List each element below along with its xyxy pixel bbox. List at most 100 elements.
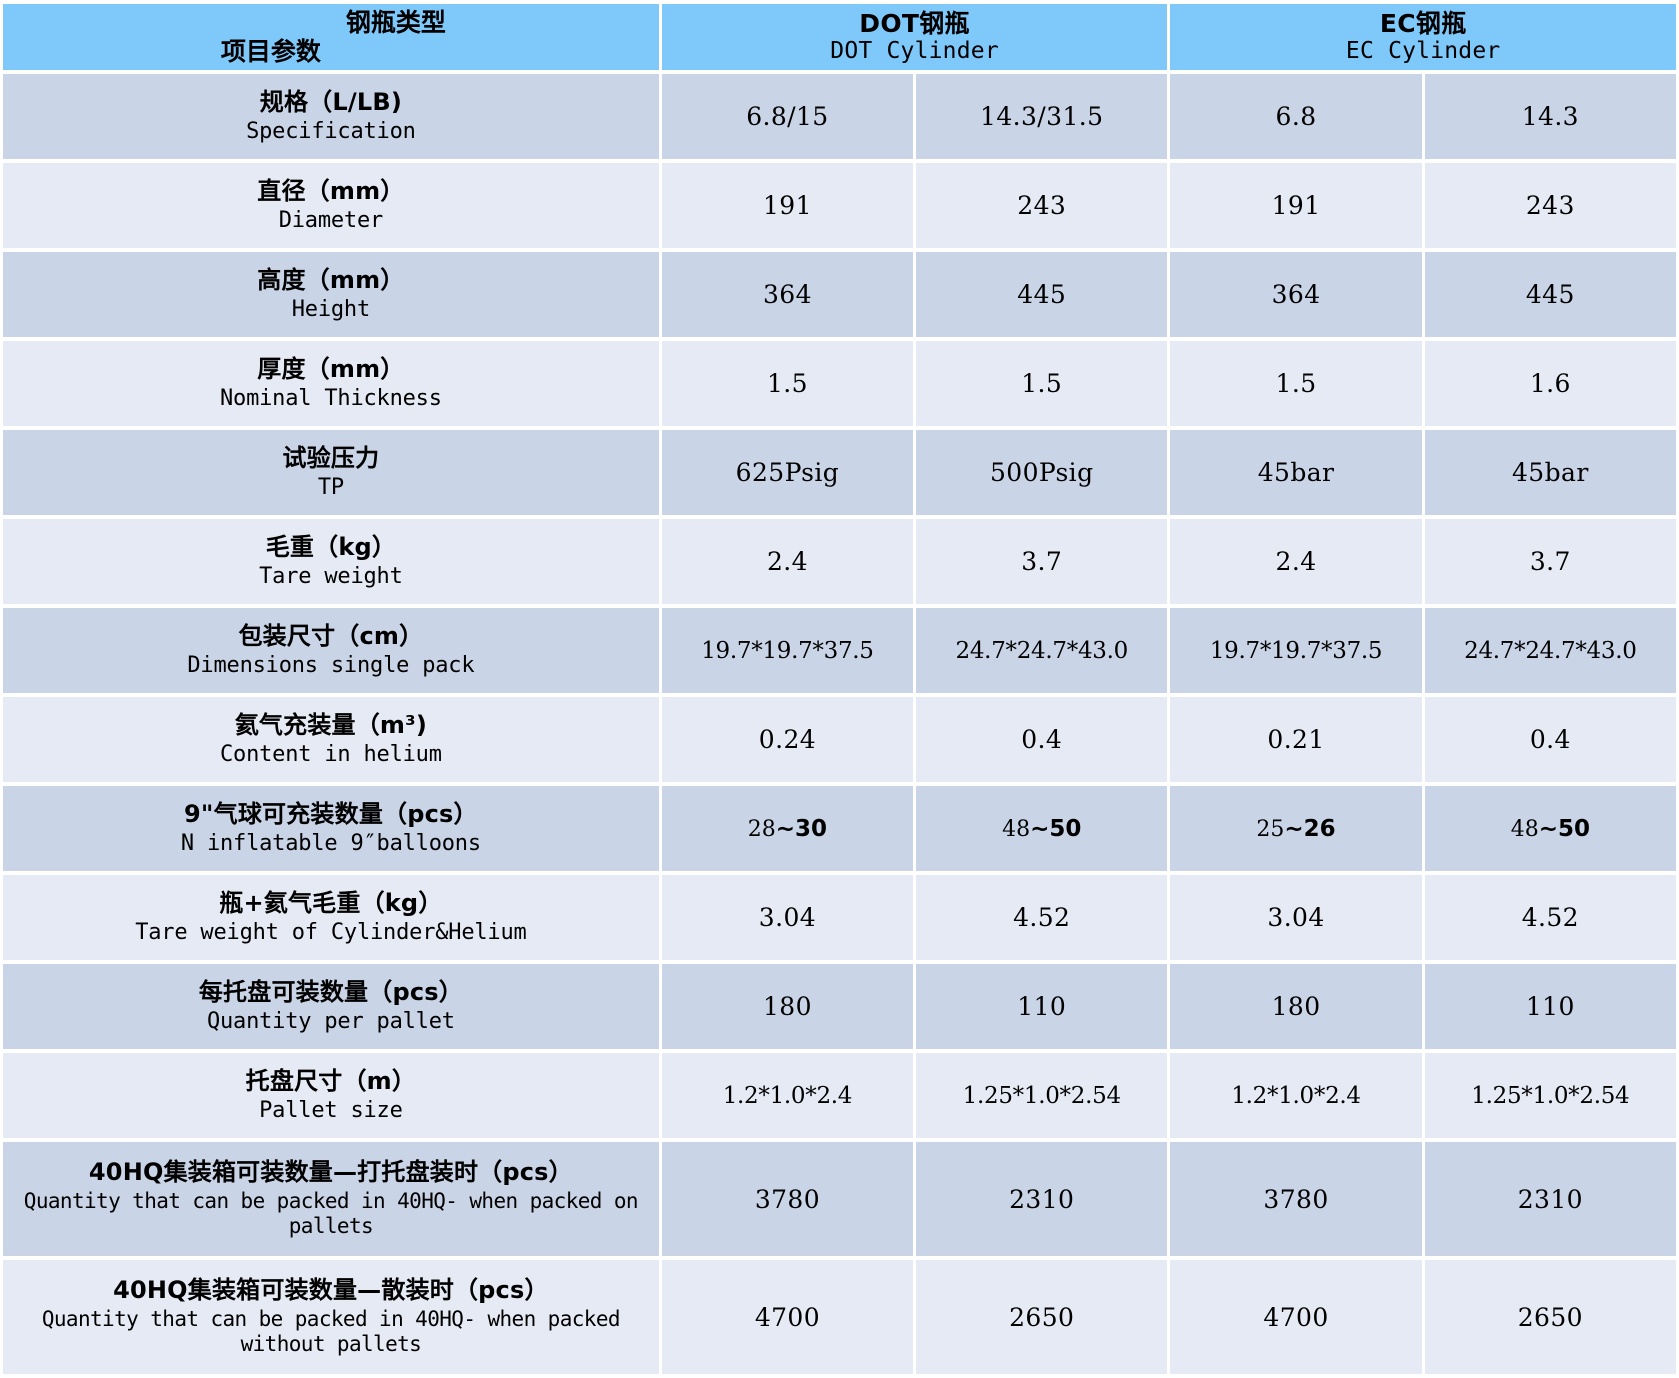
cell-value: 28~30	[661, 786, 914, 871]
table-row: 每托盘可装数量（pcs） Quantity per pallet 180 110 180…	[3, 964, 1676, 1049]
table-row: 高度（mm） Height 364 445 364 445	[3, 252, 1676, 337]
row-label: 高度（mm） Height	[3, 252, 659, 337]
cell-value: 4700	[1170, 1260, 1422, 1374]
cell-value: 364	[1170, 252, 1422, 337]
cell-value: 0.24	[661, 697, 914, 782]
cell-value: 0.4	[1424, 697, 1676, 782]
cell-value: 110	[1424, 964, 1676, 1049]
row-label: 氦气充装量（m³) Content in helium	[3, 697, 659, 782]
row-label-en: Specification	[246, 118, 416, 144]
cell-value: 4.52	[916, 875, 1168, 960]
table-row: 9"气球可充装数量（pcs） N inflatable 9″balloons 28~…	[3, 786, 1676, 871]
table-row: 40HQ集装箱可装数量—打托盘装时（pcs） Quantity that can …	[3, 1142, 1676, 1256]
cell-value: 625Psig	[661, 430, 914, 515]
cell-value: 6.8/15	[661, 74, 914, 159]
cell-value: 1.2*1.0*2.4	[1170, 1053, 1422, 1138]
cell-value: 45bar	[1424, 430, 1676, 515]
row-label-cn: 直径（mm）	[257, 176, 405, 205]
row-label-cn: 包装尺寸（cm）	[238, 621, 424, 650]
row-label-en: Dimensions single pack	[187, 652, 475, 678]
row-label: 试验压力 TP	[3, 430, 659, 515]
cell-value: 2.4	[1170, 519, 1422, 604]
cell-value: 48~50	[1424, 786, 1676, 871]
cell-value: 1.25*1.0*2.54	[916, 1053, 1168, 1138]
header-group-dot-en: DOT Cylinder	[830, 38, 999, 65]
cell-value: 2310	[916, 1142, 1168, 1256]
cell-value: 3.04	[661, 875, 914, 960]
table-row: 瓶+氦气毛重（kg） Tare weight of Cylinder&Helium…	[3, 875, 1676, 960]
cell-value: 0.4	[916, 697, 1168, 782]
row-label-cn: 毛重（kg）	[265, 532, 397, 561]
row-label-en: Tare weight	[259, 563, 403, 589]
row-label-en: Diameter	[278, 207, 384, 233]
cell-value: 0.21	[1170, 697, 1422, 782]
row-label: 40HQ集装箱可装数量—散装时（pcs） Quantity that can be…	[3, 1260, 659, 1374]
cell-value: 500Psig	[916, 430, 1168, 515]
header-group-dot-cn: DOT钢瓶	[859, 8, 970, 38]
row-label: 规格（L/LB) Specification	[3, 74, 659, 159]
row-label: 40HQ集装箱可装数量—打托盘装时（pcs） Quantity that can …	[3, 1142, 659, 1256]
table-row: 40HQ集装箱可装数量—散装时（pcs） Quantity that can be…	[3, 1260, 1676, 1374]
cell-value: 3.04	[1170, 875, 1422, 960]
row-label-en: Tare weight of Cylinder&Helium	[135, 919, 527, 945]
cell-value: 48~50	[916, 786, 1168, 871]
header-group-ec-en: EC Cylinder	[1345, 38, 1501, 65]
row-label-en: Quantity that can be packed in 40HQ- whe…	[23, 1189, 639, 1239]
header-label-column: 钢瓶类型 项目参数	[3, 4, 659, 70]
row-label-cn: 氦气充装量（m³)	[234, 710, 428, 739]
cell-value: 243	[916, 163, 1168, 248]
row-label: 毛重（kg） Tare weight	[3, 519, 659, 604]
header-group-ec-cn: EC钢瓶	[1379, 8, 1467, 38]
row-label-cn: 每托盘可装数量（pcs）	[198, 977, 463, 1006]
table-row: 厚度（mm） Nominal Thickness 1.5 1.5 1.5 1.6	[3, 341, 1676, 426]
cell-value: 45bar	[1170, 430, 1422, 515]
table-row: 托盘尺寸（m） Pallet size 1.2*1.0*2.4 1.25*1.0*2.…	[3, 1053, 1676, 1138]
row-label-cn: 40HQ集装箱可装数量—打托盘装时（pcs）	[88, 1158, 573, 1187]
cell-value: 1.5	[1170, 341, 1422, 426]
table-row: 包装尺寸（cm） Dimensions single pack 19.7*19.7*…	[3, 608, 1676, 693]
row-label-cn: 瓶+氦气毛重（kg）	[219, 888, 443, 917]
cell-value: 4700	[661, 1260, 914, 1374]
cell-value: 2650	[916, 1260, 1168, 1374]
header-group-dot: DOT钢瓶 DOT Cylinder	[661, 4, 1168, 70]
cell-value: 1.2*1.0*2.4	[661, 1053, 914, 1138]
header-label-line1: 钢瓶类型	[345, 7, 446, 37]
cell-value: 19.7*19.7*37.5	[661, 608, 914, 693]
row-label: 厚度（mm） Nominal Thickness	[3, 341, 659, 426]
row-label-cn: 规格（L/LB)	[259, 87, 402, 116]
cell-value: 180	[661, 964, 914, 1049]
cell-value: 110	[916, 964, 1168, 1049]
row-label-cn: 9"气球可充装数量（pcs）	[184, 799, 478, 828]
cell-value: 24.7*24.7*43.0	[1424, 608, 1676, 693]
cell-value: 24.7*24.7*43.0	[916, 608, 1168, 693]
cell-value: 14.3/31.5	[916, 74, 1168, 159]
cell-value: 3780	[1170, 1142, 1422, 1256]
header-row: 钢瓶类型 项目参数 DOT钢瓶 DOT Cylinder EC钢瓶 EC Cyl…	[3, 4, 1676, 70]
row-label-cn: 40HQ集装箱可装数量—散装时（pcs）	[113, 1276, 549, 1305]
cell-value: 4.52	[1424, 875, 1676, 960]
cell-value: 2310	[1424, 1142, 1676, 1256]
row-label-en: Quantity that can be packed in 40HQ- whe…	[41, 1307, 621, 1357]
row-label: 每托盘可装数量（pcs） Quantity per pallet	[3, 964, 659, 1049]
header-group-ec: EC钢瓶 EC Cylinder	[1170, 4, 1676, 70]
row-label-cn: 高度（mm）	[257, 265, 405, 294]
cell-value: 1.25*1.0*2.54	[1424, 1053, 1676, 1138]
cell-value: 1.5	[916, 341, 1168, 426]
cell-value: 2650	[1424, 1260, 1676, 1374]
cell-value: 2.4	[661, 519, 914, 604]
row-label-en: Pallet size	[259, 1097, 403, 1123]
cell-value: 364	[661, 252, 914, 337]
cell-value: 180	[1170, 964, 1422, 1049]
row-label: 瓶+氦气毛重（kg） Tare weight of Cylinder&Helium	[3, 875, 659, 960]
cell-value: 243	[1424, 163, 1676, 248]
row-label-cn: 试验压力	[282, 443, 380, 472]
row-label-en: N inflatable 9″balloons	[180, 830, 481, 856]
cell-value: 1.5	[661, 341, 914, 426]
row-label-en: TP	[317, 474, 344, 500]
header-label-line2: 项目参数	[220, 37, 321, 66]
cell-value: 1.6	[1424, 341, 1676, 426]
row-label: 包装尺寸（cm） Dimensions single pack	[3, 608, 659, 693]
cell-value: 191	[661, 163, 914, 248]
cell-value: 3.7	[1424, 519, 1676, 604]
